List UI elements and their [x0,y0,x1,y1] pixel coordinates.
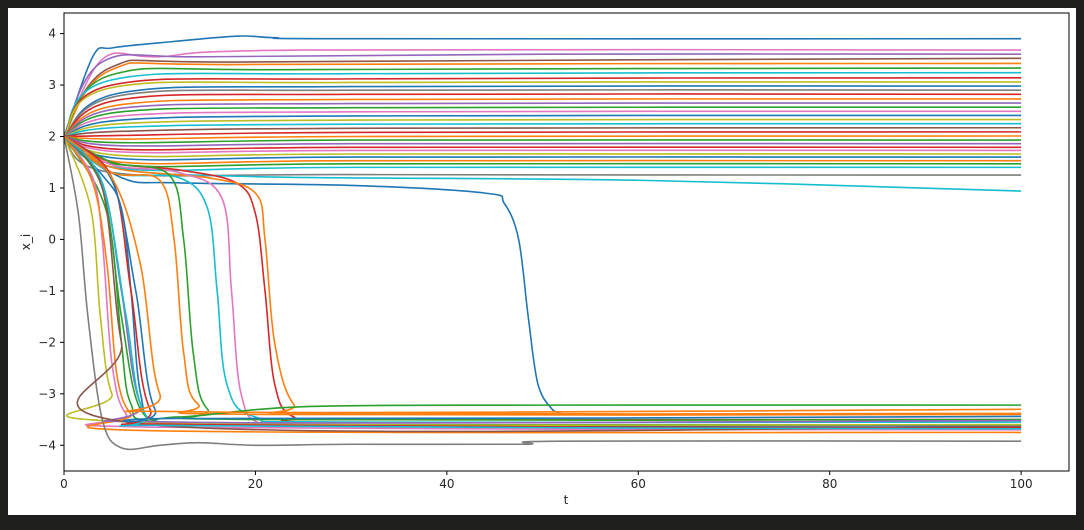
axes-frame [63,12,1070,472]
series-line-38 [64,135,1022,422]
series-line-24 [64,135,1022,151]
series-line-5 [64,67,1022,137]
series-line-18 [64,122,1022,138]
series-line-21 [64,135,1022,140]
series-line-33 [64,135,562,413]
series-line-12 [64,98,1022,138]
series-line-20 [64,131,1022,138]
series-line-3 [64,57,1022,137]
x-tick-label: 100 [1010,477,1033,491]
series-line-2 [64,53,1022,137]
series-line-13 [64,102,1022,138]
series-line-4 [64,62,1022,137]
y-tick-label: 4 [48,27,56,41]
series-line-19 [64,126,1022,138]
series-line-23 [64,135,1022,147]
series-line-11 [64,93,1022,138]
series-line-14 [64,106,1022,138]
series-line-48 [64,135,1022,433]
series-line-6 [64,71,1022,138]
y-tick-label: 0 [48,232,56,246]
series-line-27 [64,135,1022,161]
x-axis-label: t [564,493,569,507]
series-line-28 [64,135,1022,165]
axis-ticks: 0 20 40 60 80 100 4 3 2 1 0 −1 −2 −3 −4 [38,27,1032,491]
line-chart: 0 20 40 60 80 100 4 3 2 1 0 −1 −2 −3 −4 t x_i [19,12,1070,507]
series-line-22 [64,135,1022,144]
series-layer [64,35,1022,451]
x-tick-label: 20 [248,477,263,491]
series-line-44 [64,136,1022,426]
series-line-39 [64,135,1022,416]
series-line-25 [64,135,1022,154]
series-line-17 [64,118,1022,138]
series-line-7 [64,77,1022,138]
y-tick-label: −3 [38,387,56,401]
series-line-16 [64,114,1022,138]
figure: 0 20 40 60 80 100 4 3 2 1 0 −1 −2 −3 −4 t x_i [8,8,1076,515]
series-line-50 [64,135,1022,430]
series-line-26 [64,135,1022,158]
series-line-15 [64,110,1022,138]
y-axis-label: x_i [19,234,33,250]
series-line-1 [64,48,1022,137]
y-tick-label: 1 [48,181,56,195]
series-line-45 [64,136,1022,451]
x-tick-label: 80 [822,477,837,491]
y-tick-label: −2 [38,335,56,349]
x-tick-label: 0 [60,477,68,491]
series-line-43 [64,136,1022,434]
x-tick-label: 60 [631,477,646,491]
series-line-9 [64,85,1022,138]
y-tick-label: 3 [48,78,56,92]
y-tick-label: −4 [38,438,56,452]
series-line-52 [64,135,1022,414]
y-tick-label: −1 [38,284,56,298]
x-tick-label: 40 [439,477,454,491]
series-line-10 [64,89,1022,138]
y-tick-label: 2 [48,130,56,144]
series-line-46 [64,136,1022,421]
series-line-51 [64,135,1022,423]
series-line-8 [64,81,1022,138]
series-line-0 [64,35,1022,137]
